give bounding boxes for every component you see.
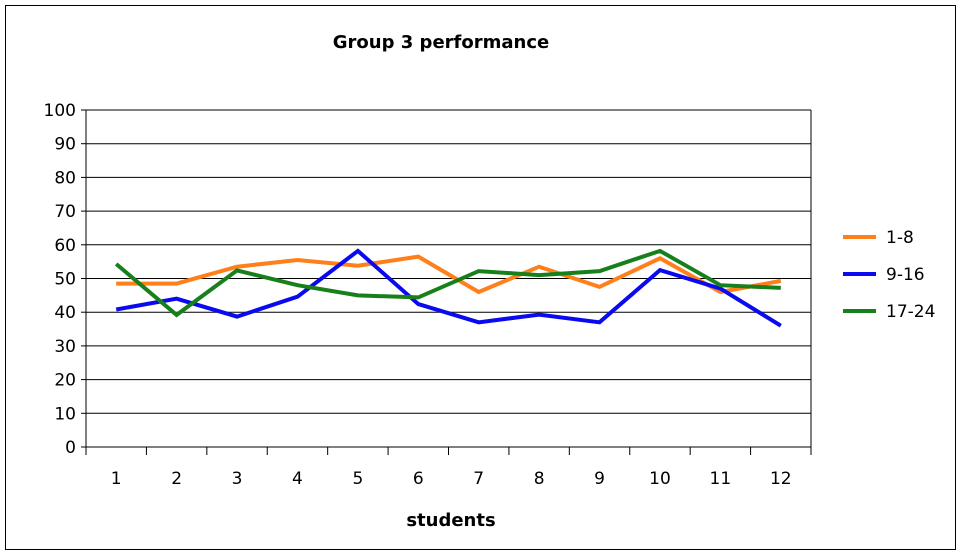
series-line-1-8 — [116, 254, 782, 295]
y-tick-label: 10 — [54, 404, 76, 424]
y-tick-label: 20 — [54, 371, 76, 391]
y-tick-label: 80 — [54, 168, 76, 188]
y-tick-label: 40 — [54, 303, 76, 323]
line-chart: Group 3 performance 0 10 20 30 40 50 60 70 80 90 1… — [44, 32, 936, 531]
x-tick-label: 1 — [111, 469, 122, 489]
y-axis-ticks: 0 10 20 30 40 50 60 70 80 90 100 — [44, 101, 86, 458]
x-axis-ticks: 1 2 3 4 5 6 7 8 9 10 11 12 — [85, 447, 812, 489]
x-tick-label: 12 — [770, 469, 792, 489]
series-line-9-16 — [115, 248, 782, 328]
x-tick-label: 3 — [232, 469, 243, 489]
chart-title: Group 3 performance — [333, 32, 549, 53]
y-tick-label: 70 — [54, 202, 76, 222]
x-tick-label: 8 — [534, 469, 545, 489]
y-tick-label: 0 — [65, 438, 76, 458]
legend-label: 17-24 — [886, 302, 935, 322]
y-tick-label: 50 — [54, 270, 76, 290]
chart-frame: Group 3 performance 0 10 20 30 40 50 60 70 80 90 1… — [5, 5, 956, 550]
legend-item-17-24: 17-24 — [843, 302, 935, 322]
y-tick-label: 90 — [54, 135, 76, 155]
x-tick-label: 10 — [649, 469, 671, 489]
y-tick-label: 30 — [54, 337, 76, 357]
x-tick-label: 5 — [352, 469, 363, 489]
x-tick-label: 2 — [171, 469, 182, 489]
legend-item-9-16: 9-16 — [843, 265, 925, 285]
legend-label: 1-8 — [886, 228, 914, 248]
series-line-17-24 — [114, 248, 781, 318]
legend: 1-8 9-16 17-24 — [843, 228, 935, 322]
x-axis-title: students — [406, 510, 495, 531]
x-tick-label: 4 — [292, 469, 303, 489]
legend-item-1-8: 1-8 — [843, 228, 914, 248]
x-tick-label: 9 — [594, 469, 605, 489]
x-tick-label: 7 — [473, 469, 484, 489]
series-lines — [114, 248, 782, 328]
x-tick-label: 11 — [710, 469, 732, 489]
axes — [85, 110, 812, 455]
y-tick-label: 100 — [44, 101, 76, 121]
legend-label: 9-16 — [886, 265, 925, 285]
x-tick-label: 6 — [413, 469, 424, 489]
y-tick-label: 60 — [54, 236, 76, 256]
